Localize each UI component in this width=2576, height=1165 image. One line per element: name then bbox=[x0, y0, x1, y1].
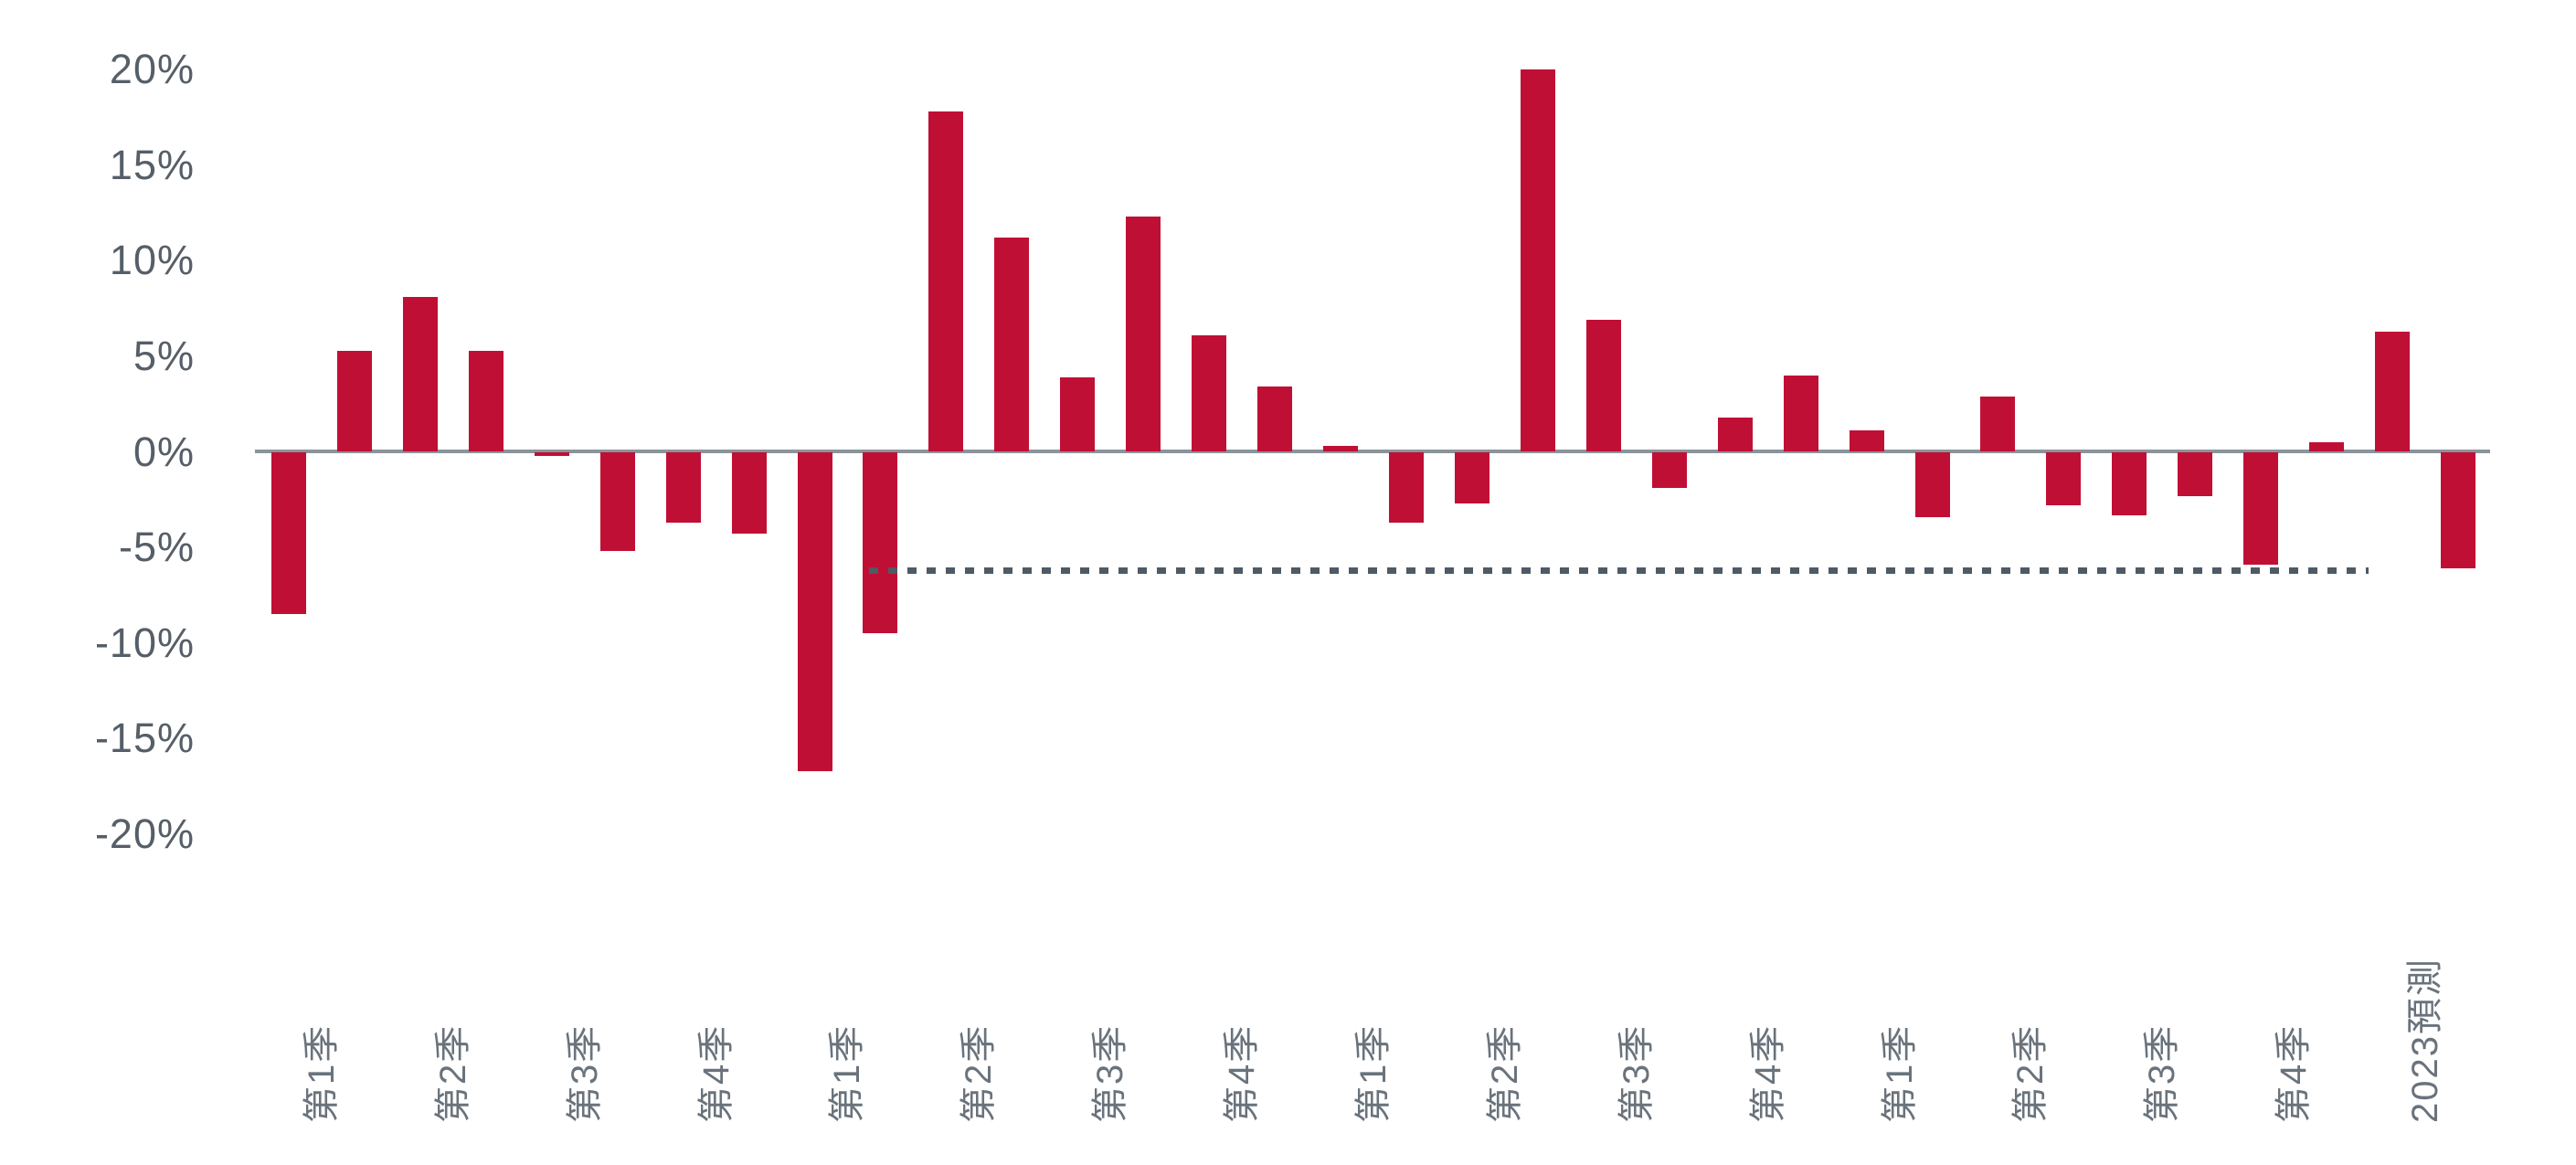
bar bbox=[1323, 446, 1359, 452]
bar bbox=[2178, 451, 2213, 496]
x-axis-label: 第2季 bbox=[2010, 1023, 2051, 1123]
y-tick-label: 10% bbox=[109, 237, 195, 284]
bar bbox=[534, 451, 569, 456]
x-axis-label: 第4季 bbox=[695, 1023, 737, 1123]
bar bbox=[665, 451, 701, 523]
bar bbox=[1914, 451, 1950, 517]
bar bbox=[1849, 430, 1884, 452]
x-axis-label: 第4季 bbox=[2274, 1023, 2315, 1123]
bar bbox=[994, 238, 1030, 452]
y-tick-label: 15% bbox=[109, 141, 195, 188]
bar bbox=[863, 451, 898, 634]
y-tick-label: 0% bbox=[133, 428, 195, 475]
x-axis-label: 第1季 bbox=[301, 1023, 342, 1123]
bar bbox=[1783, 375, 1818, 452]
zero-axis-line bbox=[255, 450, 2490, 453]
x-axis-label: 第1季 bbox=[1353, 1023, 1394, 1123]
bar bbox=[2112, 451, 2147, 515]
x-axis-label: 第2季 bbox=[959, 1023, 1000, 1123]
y-tick-label: -5% bbox=[118, 524, 195, 571]
y-tick-label: -20% bbox=[94, 810, 195, 857]
x-axis-label: 第2季 bbox=[432, 1023, 473, 1123]
bar bbox=[797, 451, 832, 771]
bar bbox=[1454, 451, 1489, 503]
bar bbox=[2441, 451, 2476, 569]
bar bbox=[2046, 451, 2082, 506]
bar bbox=[1585, 320, 1621, 452]
bar bbox=[1980, 396, 2016, 452]
bar bbox=[928, 111, 964, 452]
x-axis-label: 第1季 bbox=[827, 1023, 868, 1123]
forecast-reference-dashed-line bbox=[869, 567, 2369, 574]
x-axis-label: 第3季 bbox=[1090, 1023, 1131, 1123]
bar bbox=[2309, 442, 2345, 452]
bar bbox=[1520, 69, 1555, 452]
x-axis-label: 第4季 bbox=[1747, 1023, 1788, 1123]
y-tick-label: 5% bbox=[133, 332, 195, 379]
bar bbox=[1060, 376, 1096, 452]
x-axis-label: 第1季 bbox=[1879, 1023, 1920, 1123]
bar bbox=[731, 451, 767, 535]
bar bbox=[1192, 334, 1227, 452]
bar bbox=[271, 451, 306, 615]
bar bbox=[1717, 417, 1753, 452]
bar bbox=[402, 297, 438, 452]
bar bbox=[1126, 217, 1161, 452]
x-axis-label: 2023預測 bbox=[2405, 958, 2446, 1123]
x-axis-label: 第4季 bbox=[1222, 1023, 1263, 1123]
bar bbox=[1388, 451, 1424, 523]
bar bbox=[2375, 331, 2411, 452]
bar bbox=[1651, 451, 1687, 489]
x-axis-label: 第3季 bbox=[564, 1023, 605, 1123]
y-tick-label: 20% bbox=[109, 46, 195, 93]
x-axis-label: 第3季 bbox=[2142, 1023, 2183, 1123]
bar bbox=[2243, 451, 2279, 565]
bar bbox=[599, 451, 635, 552]
x-axis-label: 第2季 bbox=[1484, 1023, 1525, 1123]
bar bbox=[1257, 387, 1293, 452]
bar bbox=[336, 350, 372, 452]
y-tick-label: -10% bbox=[94, 619, 195, 666]
x-axis-label: 第3季 bbox=[1616, 1023, 1657, 1123]
y-tick-label: -15% bbox=[94, 715, 195, 762]
bar bbox=[468, 350, 504, 452]
